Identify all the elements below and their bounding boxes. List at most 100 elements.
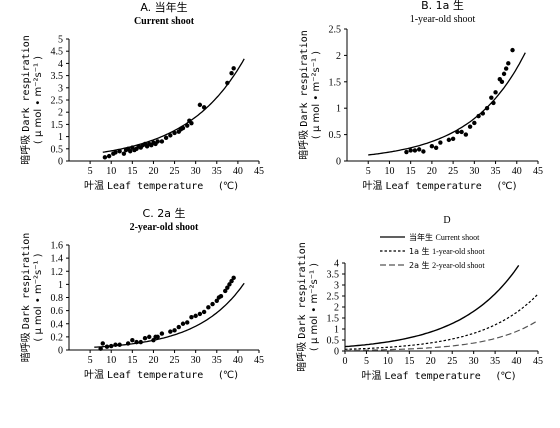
x-tick-label: 5 [366,166,371,177]
x-tick-label: 25 [447,356,457,367]
data-point [142,335,148,341]
data-point [155,139,160,144]
y-tick-label: 0.5 [329,130,342,141]
x-tick-label: 20 [148,166,158,177]
x-axis-label-unit: (℃) [497,371,516,382]
data-point [197,102,203,108]
y-tick-label: 1.6 [51,241,64,252]
y-tick-label: 1.4 [51,254,64,265]
y-tick-label: 3 [58,83,63,94]
data-point [229,70,234,76]
y-tick-label: 2.5 [327,292,340,303]
y-tick-label: 4 [334,259,339,270]
panel-title: C. 2a 生 [143,206,186,220]
data-point [201,105,207,110]
x-tick-label: 20 [148,355,158,366]
panel-d: 0 5 10 15 20 25 30 35 40 45 00.511.522.533.54 叶温 Lea… [295,215,543,382]
x-tick-label: 35 [212,355,222,366]
data-point [459,129,464,135]
panel-letter: D [443,215,450,226]
fit-curve [94,282,245,348]
data-point [489,95,494,100]
x-tick-label: 40 [233,355,243,366]
y-axis-label-title: 暗呼吸 Dark respiration [19,35,32,165]
x-axis-label-unit: (℃) [219,181,238,192]
x-tick-label: 40 [233,166,243,177]
x-axis-label-en: Leaf temperature [107,181,203,192]
data-point [189,314,194,320]
legend-label-cn: 2a 生 [409,260,432,270]
x-tick-label: 5 [88,355,93,366]
y-axis-label-title: 暗呼吸 Dark respiration [19,233,32,363]
data-point [506,61,511,66]
data-point [214,298,219,303]
x-tick-label: 10 [106,166,116,177]
x-tick-label: 40 [512,356,522,367]
x-tick-label: 45 [254,355,264,366]
y-axis-label-unit: ( μ mol • m⁻²s⁻¹ ) [309,263,320,351]
x-axis-label-cn: 叶温 [362,370,382,382]
data-point [231,66,236,71]
x-tick-label: 15 [127,355,137,366]
y-tick-label: 1.5 [329,77,342,88]
x-axis-label-en: Leaf temperature [107,370,203,381]
legend-label: 2a 生 2-year-old shoot [409,260,485,270]
x-tick-label: 30 [469,166,479,177]
data-point [450,136,456,142]
x-tick-label: 15 [404,356,414,367]
data-point [438,140,443,145]
panel-letter: C. [143,207,158,220]
data-point [100,341,105,346]
data-point [180,321,186,326]
x-tick-label: 10 [106,355,116,366]
y-axis-label-cn: 暗呼吸 [297,127,310,160]
data-point [168,133,173,138]
y-axis-label: 暗呼吸 Dark respiration( μ mol • m⁻²s⁻¹ ) [19,233,44,363]
data-point [229,278,234,284]
data-point [147,334,152,340]
x-axis-label-unit: (℃) [498,181,517,192]
panel-c: 5 10 15 20 25 30 35 40 45 0 0.2 0.4 0.6 0.8 1 1.2 1.4 1.6… [19,206,264,381]
data-point [416,147,422,152]
data-point [172,328,177,333]
data-point [206,305,211,310]
y-tick-label: 3 [334,281,339,292]
y-tick-label: 3.5 [327,270,340,281]
data-point [412,148,418,153]
data-point [463,132,469,137]
legend-label-en: Current shoot [436,233,481,242]
data-point [429,144,435,149]
x-tick-label: 35 [490,356,500,367]
panel-letter: B. [421,0,436,12]
x-tick-label: 30 [191,355,201,366]
x-tick-label: 30 [469,356,479,367]
panel-title-cn: 当年生 [155,0,188,14]
x-tick-label: 5 [88,166,93,177]
data-point [225,285,230,290]
data-point [155,334,160,340]
y-axis-label-unit: ( μ mol • m⁻²s⁻¹ ) [33,253,44,341]
data-point [117,342,122,347]
data-point [501,71,507,77]
y-axis-label-title: 暗呼吸 Dark respiration [297,30,310,160]
data-point [159,331,165,336]
y-tick-label: 1.2 [51,267,64,278]
x-tick-label: 25 [170,166,180,177]
y-tick-label: 0 [58,157,63,168]
panel-title-cn: 1a 生 [436,0,464,12]
data-point [121,151,127,156]
data-point [185,320,190,325]
data-point [472,120,477,126]
data-point [499,79,505,85]
data-point [163,135,169,141]
y-tick-label: 2 [334,303,339,314]
data-point [197,311,203,317]
y-axis-label-unit: ( μ mol • m⁻²s⁻¹ ) [311,51,322,139]
data-point [446,137,452,143]
y-axis-label-title: 暗呼吸 Dark respiration [295,242,308,372]
legend-label: 1a 生 1-year-old shoot [409,246,485,256]
x-axis-label-cn: 叶温 [84,180,104,192]
data-point [480,111,486,116]
y-axis-label-cn: 暗呼吸 [19,132,32,165]
